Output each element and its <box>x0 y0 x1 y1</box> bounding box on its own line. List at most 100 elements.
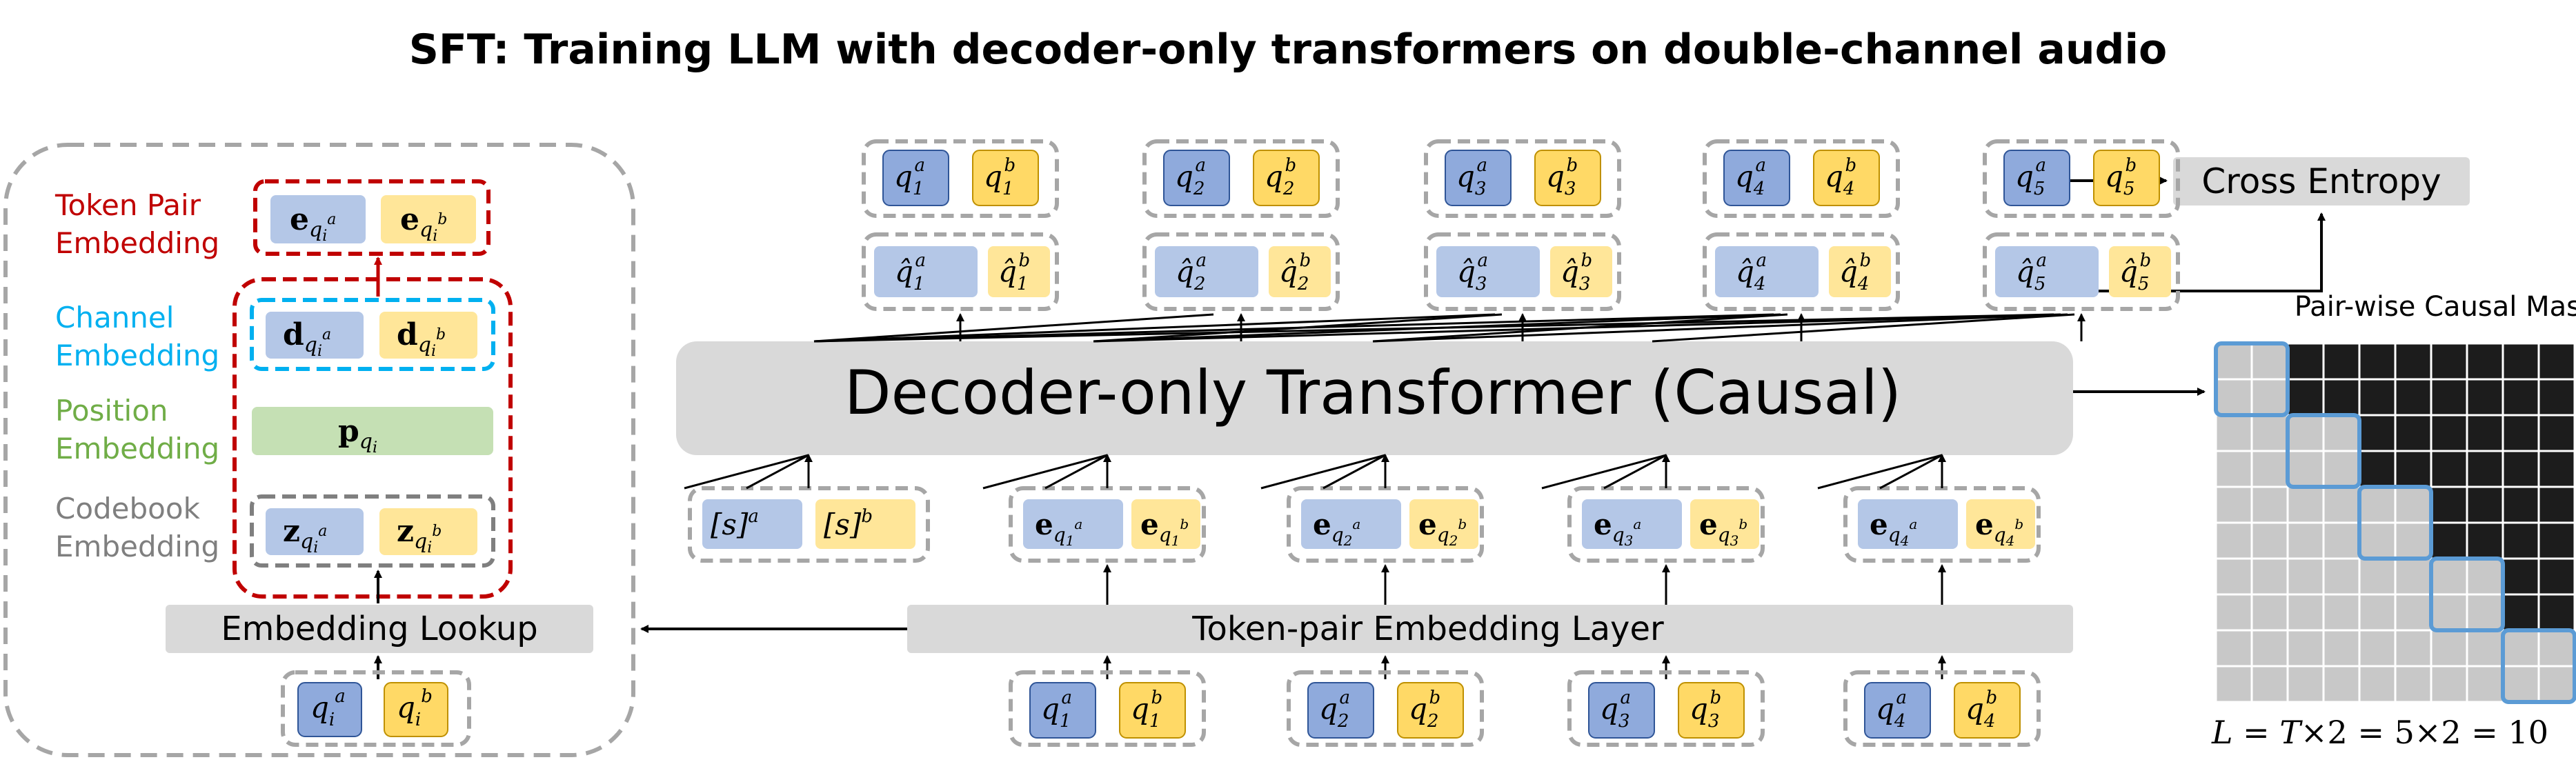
target-token-a-3: q3a <box>1456 155 1487 199</box>
mask-cell <box>2286 414 2325 452</box>
label-position: Position Embedding <box>55 394 219 465</box>
input-token-b-1: q1b <box>1131 688 1162 732</box>
mask-cell <box>2501 593 2540 632</box>
mask-cell <box>2358 485 2397 524</box>
token-pair-embedding-a: eqia <box>290 202 336 245</box>
mask-cell <box>2286 665 2325 703</box>
prediction-pair-4 <box>1703 232 1900 311</box>
input-token-a-4: q4a <box>1876 688 1907 732</box>
mask-cell <box>2394 414 2433 452</box>
target-pair-2 <box>1142 139 1340 218</box>
label-token-pair: Token Pair Embedding <box>55 188 219 260</box>
mask-cell <box>2537 557 2576 596</box>
position-embedding-label: pqi <box>338 414 377 457</box>
mask-cell <box>2215 629 2253 668</box>
mask-cell <box>2501 378 2540 417</box>
target-pair-5 <box>1983 139 2180 218</box>
target-token-a-4: q4a <box>1735 155 1766 199</box>
prediction-token-a-2: q̂2a <box>1176 250 1207 294</box>
channel-embedding-a: dqia <box>283 317 331 360</box>
mask-cell <box>2501 450 2540 488</box>
mask-cell <box>2250 485 2289 524</box>
causal-mask: Pair-wise Causal Mask L = T×2 = 5×2 = 10 <box>2211 291 2576 751</box>
input-pair-4 <box>1843 670 2041 747</box>
prediction-token-b-5: q̂5b <box>2119 250 2151 294</box>
mask-cell <box>2537 378 2576 417</box>
input-token-b-3: q3b <box>1690 688 1721 732</box>
mask-cell <box>2466 485 2504 524</box>
mask-cell <box>2215 414 2253 452</box>
target-token-b-3: q3b <box>1546 155 1578 199</box>
prediction-pair-3 <box>1424 232 1621 311</box>
mask-cell <box>2466 593 2504 632</box>
mask-cell <box>2358 629 2397 668</box>
mask-cell <box>2215 593 2253 632</box>
input-token-a-1: q1a <box>1041 688 1072 732</box>
mask-cell <box>2466 342 2504 381</box>
mask-cell <box>2501 414 2540 452</box>
prediction-token-b-4: q̂4b <box>1839 250 1871 294</box>
prediction-pair-2 <box>1142 232 1340 311</box>
decoder-input-links-2 <box>982 454 1111 490</box>
mask-cell <box>2430 557 2468 596</box>
mask-cell <box>2250 629 2289 668</box>
decoder-input-links-4 <box>1541 454 1670 490</box>
mask-cell <box>2501 629 2540 668</box>
embedding-lookup-bar <box>166 605 593 653</box>
mask-cell <box>2322 485 2361 524</box>
mask-pair-block <box>2501 628 2576 704</box>
mask-cell <box>2537 665 2576 703</box>
mask-cell <box>2430 414 2468 452</box>
embedding-token-a-1: eq1a <box>1035 508 1082 549</box>
prediction-token-b-2: q̂2b <box>1279 250 1311 294</box>
token-pair-embedding-layer <box>907 605 2073 653</box>
embedding-token-a-3: eq3a <box>1594 508 1641 549</box>
mask-cell <box>2430 378 2468 417</box>
mask-cell <box>2215 521 2253 560</box>
prediction-token-b-1: q̂1b <box>998 250 1030 294</box>
embedding-column-1: eq1a eq1b q1a q1b <box>1009 486 1206 747</box>
mask-pair-block <box>2429 557 2505 632</box>
mask-cell <box>2466 557 2504 596</box>
mask-cell <box>2215 342 2253 381</box>
channel-embedding-box <box>250 298 495 371</box>
mask-cell <box>2286 378 2325 417</box>
embedding-token-b-1: eq1b <box>1140 508 1189 549</box>
mask-cell <box>2537 593 2576 632</box>
target-pair-3 <box>1424 139 1621 218</box>
mask-cell <box>2430 665 2468 703</box>
mask-cell <box>2358 342 2397 381</box>
mask-cell <box>2250 450 2289 488</box>
target-token-a-2: q2a <box>1175 155 1206 199</box>
input-pair-3 <box>1567 670 1765 747</box>
mask-cell <box>2215 378 2253 417</box>
mask-pair-block <box>2214 341 2290 417</box>
bottom-columns: eq1a eq1b q1a q1b eq2a eq2b q2a q2b eq3a eq3b q3a q… <box>1009 486 2041 747</box>
mask-cell <box>2322 378 2361 417</box>
codebook-embedding-a: zqia <box>283 514 327 557</box>
position-embedding-box <box>252 407 493 455</box>
prediction-token-a-5: q̂5a <box>2016 250 2047 294</box>
embedding-column-4: eq4a eq4b q4a q4b <box>1843 486 2041 747</box>
mask-cell <box>2322 342 2361 381</box>
input-pair-1 <box>1009 670 1206 747</box>
mask-cell <box>2466 665 2504 703</box>
decoder-input-links-3 <box>1260 454 1389 490</box>
page-title: SFT: Training LLM with decoder-only tran… <box>409 26 2168 74</box>
target-token-b-5: q5b <box>2105 155 2137 199</box>
mask-cell <box>2430 521 2468 560</box>
mask-cell <box>2466 414 2504 452</box>
prediction-token-a-1: q̂1a <box>895 250 926 294</box>
token-pair-embedding-b: eqib <box>400 202 447 245</box>
column-3: q3a q3b q̂3a q̂3b <box>813 139 1621 343</box>
main-pipeline: Decoder-only Transformer (Causal) Token-… <box>640 139 2470 747</box>
target-token-a-5: q5a <box>2015 155 2046 199</box>
embedding-token-b-4: eq4b <box>1975 508 2023 549</box>
prediction-token-b-3: q̂3b <box>1561 250 1592 294</box>
mask-cell <box>2322 521 2361 560</box>
mask-cell <box>2430 450 2468 488</box>
mask-cell <box>2286 485 2325 524</box>
decoder-input-links-1 <box>684 454 813 490</box>
prediction-token-a-4: q̂4a <box>1736 250 1767 294</box>
mask-cell <box>2394 593 2433 632</box>
